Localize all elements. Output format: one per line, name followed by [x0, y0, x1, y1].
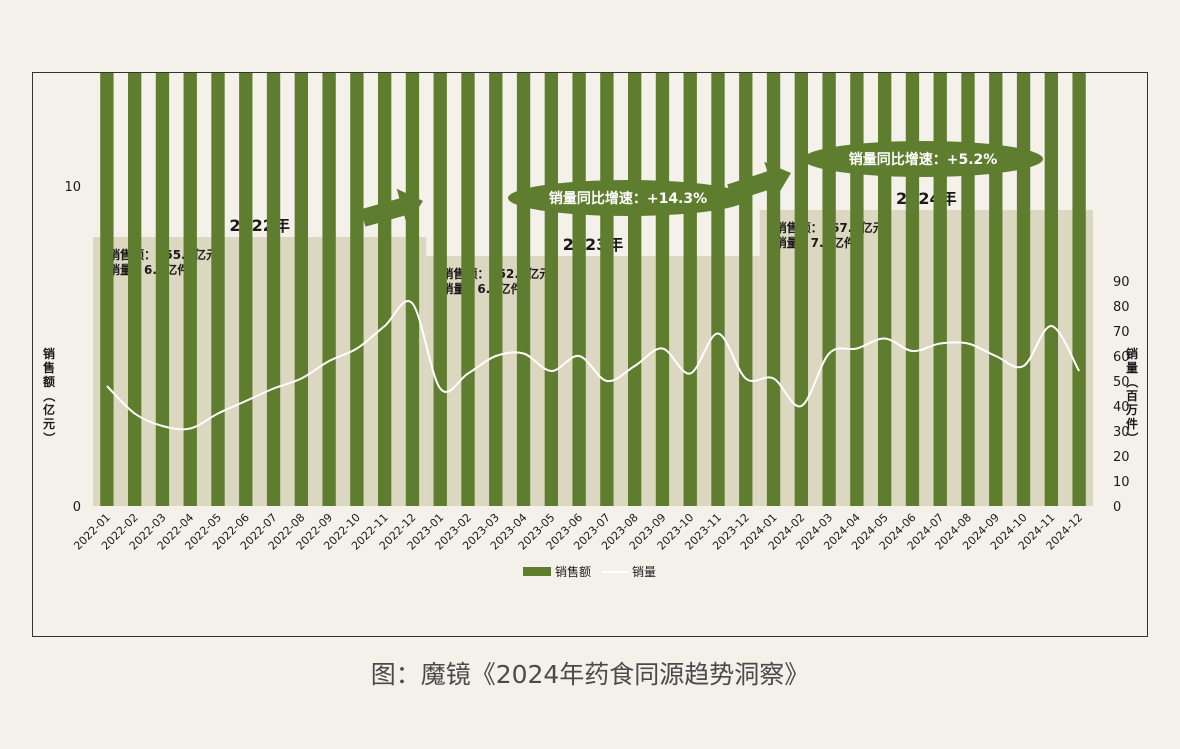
bar-2024-07 [933, 73, 947, 506]
right-tick-label: 0 [1113, 500, 1121, 515]
right-tick-label: 70 [1113, 325, 1130, 340]
right-tick-label: 90 [1113, 275, 1130, 290]
bar-2023-10 [683, 73, 697, 506]
year-label: 2023年 [563, 235, 624, 254]
volume-line [106, 300, 1080, 431]
bar-2024-02 [794, 73, 808, 506]
panel-volume-text: 销量：6.0亿件 [108, 262, 189, 277]
year-label: 2024年 [896, 189, 957, 208]
legend-line-label: 销量 [632, 565, 656, 579]
right-tick-label: 30 [1113, 425, 1130, 440]
year-panel-1 [93, 237, 427, 506]
chart-frame: 2022年销售额：555.9亿元销量：6.0亿件2023年销售额：552.7亿元… [32, 72, 1148, 637]
bar-2023-04 [516, 73, 531, 506]
bar-2022-04 [183, 73, 197, 506]
bar-2024-11 [1044, 73, 1058, 506]
bar-2024-01 [766, 73, 781, 506]
bar-2022-10 [350, 73, 364, 506]
panel-volume-text: 销量：6.9亿件 [441, 281, 522, 296]
left-axis-title: 额 [43, 374, 55, 389]
right-tick-label: 40 [1113, 400, 1130, 415]
bar-2023-09 [655, 73, 670, 506]
year-panel-2 [426, 256, 760, 506]
figure-caption: 图：魔镜《2024年药食同源趋势洞察》 [370, 660, 810, 689]
left-tick-label: 0 [73, 500, 81, 515]
bar-2023-07 [600, 73, 614, 506]
bar-2024-08 [961, 73, 975, 506]
bar-2023-12 [739, 73, 753, 506]
bar-2022-06 [239, 73, 253, 506]
bar-2023-02 [461, 73, 475, 506]
bar-2022-09 [322, 73, 336, 506]
bar-2024-12 [1072, 73, 1086, 506]
right-tick-label: 50 [1113, 375, 1130, 390]
growth-ellipse [508, 180, 748, 216]
growth-label: 销量同比增速：+5.2% [849, 151, 998, 168]
bar-2023-03 [489, 73, 503, 506]
growth-label: 销量同比增速：+14.3% [549, 190, 707, 207]
right-axis-title: 量 [1126, 361, 1138, 375]
bar-2024-10 [1016, 73, 1031, 506]
bar-2024-05 [878, 73, 892, 506]
legend-bar-swatch [523, 567, 551, 576]
year-label: 2022年 [229, 216, 290, 235]
panel-volume-text: 销量：7.2亿件 [775, 235, 856, 250]
left-axis-title: 销 [43, 346, 55, 361]
bar-2022-11 [378, 73, 392, 506]
bar-2024-09 [989, 73, 1003, 506]
bar-2022-12 [405, 73, 420, 506]
bar-2022-02 [128, 73, 142, 506]
sales-volume-chart: 2022年销售额：555.9亿元销量：6.0亿件2023年销售额：552.7亿元… [42, 73, 1140, 579]
bar-2022-07 [266, 73, 281, 506]
right-tick-label: 80 [1113, 300, 1130, 315]
bar-2022-01 [100, 73, 114, 506]
right-axis-title: （ [1125, 376, 1140, 388]
bar-2023-06 [572, 73, 586, 506]
bar-2024-04 [850, 73, 864, 506]
growth-ellipse [803, 141, 1043, 177]
left-axis-title: ） [42, 432, 57, 444]
year-panel-3 [759, 210, 1093, 506]
left-tick-label: 10 [64, 180, 81, 195]
growth-arrow-2024 [727, 161, 791, 202]
left-axis-title: 亿 [43, 402, 55, 417]
bar-2023-01 [433, 73, 447, 506]
right-axis-title: 万 [1125, 403, 1138, 417]
legend-bar-label: 销售额 [555, 564, 591, 579]
bar-2022-03 [155, 73, 170, 506]
left-axis-title: 元 [43, 417, 55, 431]
bar-2023-11 [711, 73, 725, 506]
bar-2023-08 [628, 73, 642, 506]
bar-2024-06 [905, 73, 920, 506]
left-axis-title: （ [42, 390, 57, 402]
right-axis-title: 百 [1126, 389, 1138, 403]
right-axis-title: 件 [1126, 416, 1138, 431]
bar-2022-08 [294, 73, 308, 506]
growth-arrow-2023 [360, 188, 423, 227]
right-axis-title: ） [1125, 432, 1140, 444]
right-tick-label: 20 [1113, 450, 1130, 465]
left-axis-title: 售 [43, 360, 55, 375]
bar-2022-05 [211, 73, 225, 506]
bar-2024-03 [822, 73, 836, 506]
right-tick-label: 60 [1113, 350, 1130, 365]
right-axis-title: 销 [1126, 346, 1138, 361]
right-tick-label: 10 [1113, 475, 1130, 490]
bar-2023-05 [544, 73, 558, 506]
